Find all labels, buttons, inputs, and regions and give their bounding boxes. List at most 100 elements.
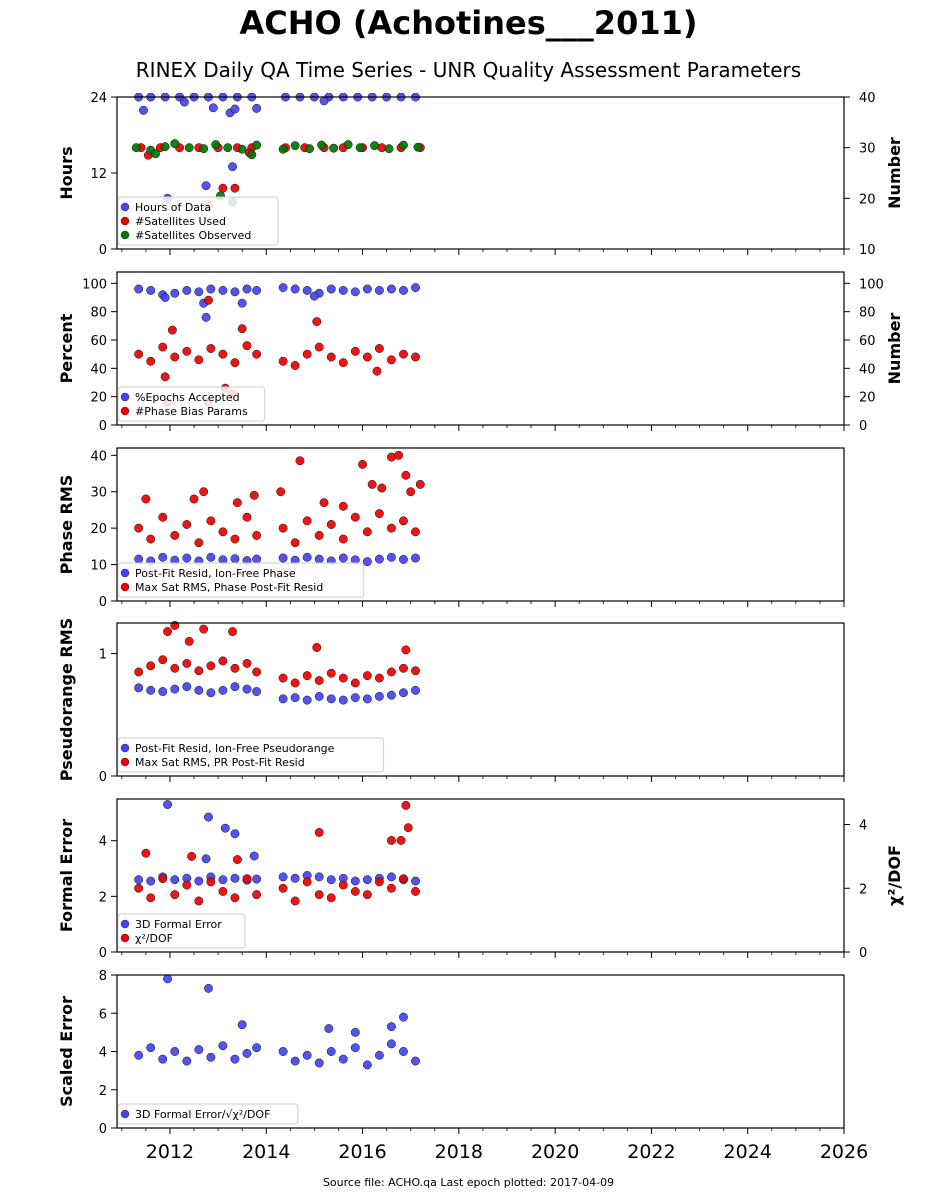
data-point — [290, 678, 300, 688]
data-point — [201, 181, 211, 191]
data-point — [134, 523, 144, 533]
y-right-tick-label: 100 — [859, 277, 884, 292]
data-point — [242, 658, 252, 668]
data-point — [314, 1058, 324, 1068]
data-point — [401, 470, 411, 480]
data-point — [411, 527, 420, 537]
page-subtitle: RINEX Daily QA Time Series - UNR Quality… — [135, 58, 802, 82]
data-point — [343, 140, 353, 150]
data-point — [146, 876, 156, 886]
data-point — [252, 554, 262, 564]
legend-label: 3D Formal Error — [135, 918, 222, 931]
y-tick-label: 0 — [99, 243, 107, 258]
data-point — [249, 490, 259, 500]
legend-box — [117, 1103, 299, 1125]
data-point — [170, 663, 180, 673]
data-point — [230, 534, 240, 544]
data-point — [319, 96, 329, 106]
data-point — [278, 523, 288, 533]
legend-label: χ²/DOF — [135, 932, 173, 945]
data-point — [350, 287, 360, 297]
legend-label: #Phase Bias Params — [135, 405, 248, 418]
source-footer: Source file: ACHO.qa Last epoch plotted:… — [322, 1176, 615, 1189]
data-point — [252, 140, 262, 150]
legend: Hours of Data#Satellites Used#Satellites… — [117, 196, 279, 246]
data-point — [399, 874, 408, 884]
data-point — [230, 682, 240, 692]
data-point — [206, 344, 216, 353]
data-point — [230, 893, 240, 903]
data-point — [374, 554, 384, 564]
data-point — [230, 1054, 240, 1064]
data-point — [182, 880, 192, 890]
data-point — [182, 346, 192, 356]
data-point — [218, 886, 228, 896]
data-point — [314, 691, 324, 701]
data-point — [134, 349, 144, 359]
plot-frame — [116, 622, 845, 777]
data-point — [160, 372, 170, 382]
legend-label: #Satellites Used — [135, 215, 226, 228]
data-points — [134, 283, 420, 407]
data-point — [326, 352, 336, 362]
data-point — [252, 103, 262, 113]
data-point — [314, 676, 324, 685]
data-point — [230, 104, 240, 114]
data-point — [141, 494, 151, 504]
data-point — [302, 695, 312, 705]
data-point — [386, 1022, 396, 1032]
y-tick-label: 2 — [99, 890, 107, 905]
legend-label: Hours of Data — [135, 201, 211, 214]
data-point — [204, 295, 213, 305]
data-point — [411, 876, 420, 886]
data-point — [170, 1047, 180, 1056]
data-point — [362, 284, 372, 294]
data-point — [230, 873, 240, 883]
data-point — [232, 855, 242, 865]
data-point — [290, 538, 300, 548]
data-point — [338, 534, 348, 544]
data-point — [290, 873, 300, 883]
y-axis-label: Percent — [57, 313, 76, 383]
data-point — [350, 1027, 360, 1037]
data-point — [182, 1056, 192, 1066]
y-axis-label: Hours — [57, 146, 76, 199]
y-tick-label: 40 — [90, 362, 107, 377]
legend-label: Max Sat RMS, Phase Post-Fit Resid — [135, 581, 323, 594]
y-tick-label: 40 — [90, 449, 107, 464]
x-tick-label: 2016 — [338, 1141, 386, 1163]
data-point — [278, 283, 288, 293]
data-point — [179, 97, 189, 107]
data-point — [218, 349, 228, 359]
plot-frame — [116, 447, 845, 602]
data-point — [194, 685, 204, 695]
x-tick-label: 2026 — [820, 1141, 868, 1163]
data-point — [167, 325, 177, 335]
data-point — [206, 284, 216, 294]
data-point — [295, 456, 305, 466]
data-point — [242, 684, 252, 694]
data-point — [163, 627, 173, 637]
plot-frame — [116, 974, 845, 1129]
data-point — [362, 694, 372, 704]
data-point — [302, 285, 312, 295]
data-point — [338, 880, 348, 890]
data-point — [290, 284, 300, 294]
data-point — [252, 874, 262, 884]
y-tick-label: 0 — [99, 770, 107, 785]
data-point — [139, 105, 148, 115]
y-axis-label: Scaled Error — [57, 996, 76, 1107]
data-point — [399, 555, 408, 564]
y-right-tick-label: 2 — [859, 882, 867, 897]
data-point — [290, 361, 300, 370]
legend-box — [117, 737, 385, 773]
chart-panel-6: 2012 2014 2016 2018 2020 2022 2024 2026 0 2 4 6 8 Sca… — [57, 969, 868, 1163]
data-point — [218, 685, 228, 695]
data-point — [401, 800, 411, 810]
data-point — [134, 284, 144, 294]
data-point — [151, 149, 160, 159]
legend-marker — [120, 743, 130, 753]
data-point — [170, 139, 180, 149]
data-point — [206, 1052, 216, 1062]
